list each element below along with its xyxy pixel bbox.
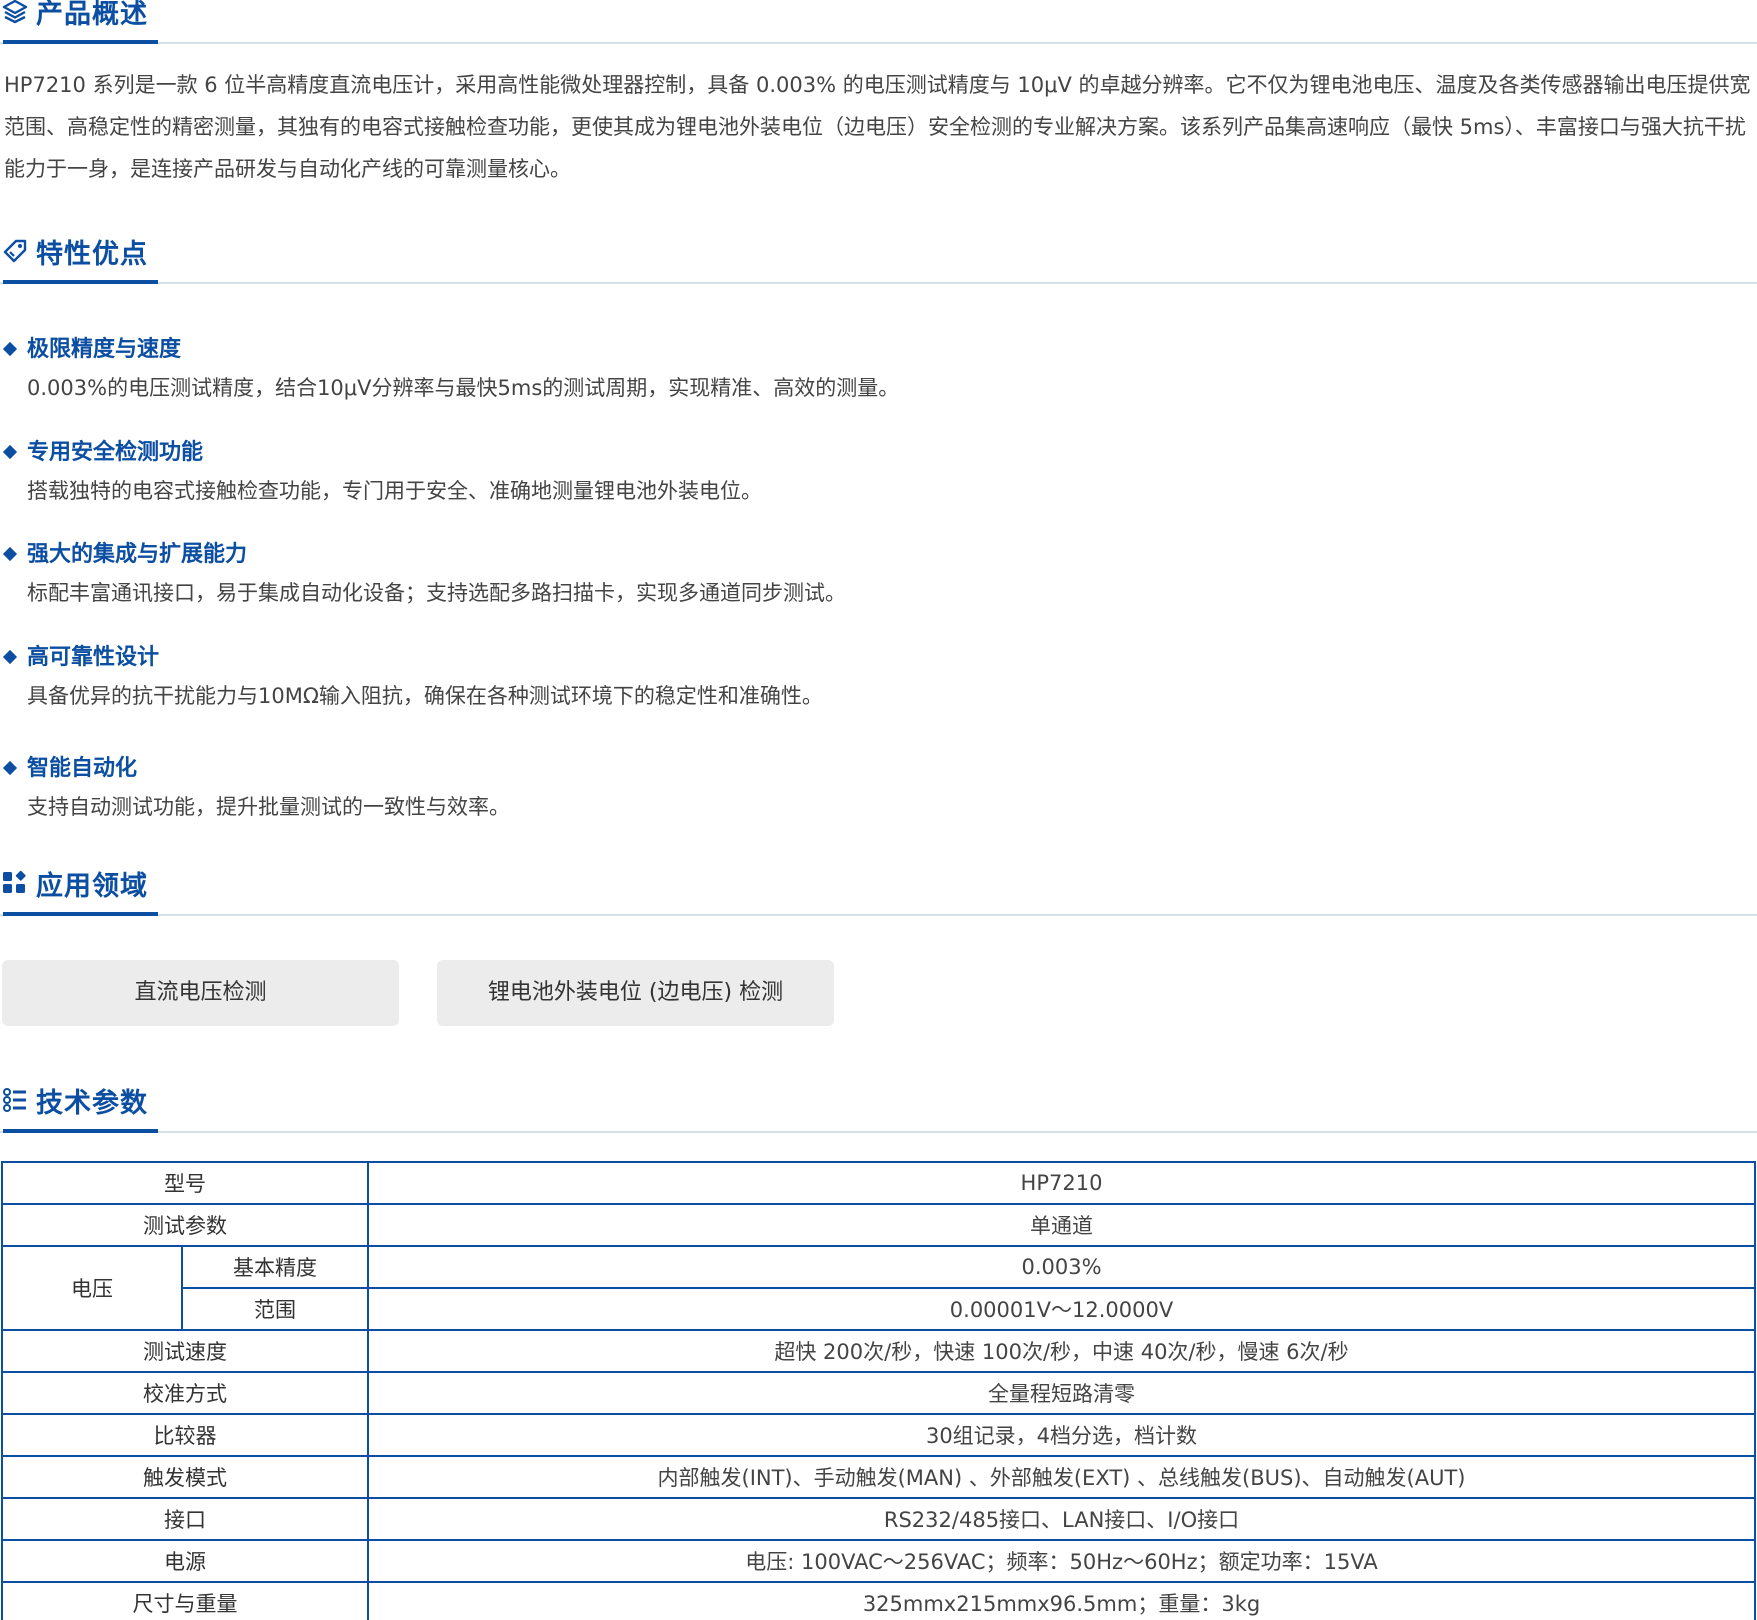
title-underline — [3, 40, 158, 44]
table-row: 电压 基本精度 0.003% — [1, 1245, 1756, 1331]
feature-title: 高可靠性设计 — [0, 642, 159, 674]
table-row: 电源 电压: 100VAC～256VAC；频率：50Hz～60Hz；额定功率：1… — [1, 1539, 1756, 1583]
spec-value: RS232/485接口、LAN接口、I/O接口 — [367, 1497, 1756, 1541]
table-row: 尺寸与重量 325mmx215mmx96.5mm；重量：3kg — [1, 1581, 1756, 1620]
feature-title: 极限精度与速度 — [0, 334, 181, 366]
feature-desc: 标配丰富通讯接口，易于集成自动化设备；支持选配多路扫描卡，实现多通道同步测试。 — [27, 581, 846, 605]
spec-label: 尺寸与重量 — [1, 1581, 369, 1620]
section-header-features: 特性优点 — [0, 230, 1757, 284]
application-tag: 直流电压检测 — [2, 960, 399, 1026]
spec-value: 0.00001V～12.0000V — [367, 1287, 1756, 1331]
section-title: 产品概述 — [36, 0, 148, 30]
diamond-bullet-icon — [2, 546, 18, 562]
spec-sublabel: 基本精度 — [181, 1245, 369, 1289]
feature-desc: 支持自动测试功能，提升批量测试的一致性与效率。 — [27, 795, 510, 819]
table-row: 范围 0.00001V～12.0000V — [2, 1287, 1756, 1331]
feature-title: 强大的集成与扩展能力 — [0, 539, 247, 571]
spec-value: HP7210 — [367, 1161, 1756, 1205]
spec-label: 型号 — [1, 1161, 369, 1205]
divider — [0, 42, 1757, 44]
spec-sublabel: 范围 — [181, 1287, 369, 1331]
table-row: 校准方式 全量程短路清零 — [1, 1371, 1756, 1415]
spec-value: 超快 200次/秒，快速 100次/秒，中速 40次/秒，慢速 6次/秒 — [367, 1329, 1756, 1373]
feature-title: 专用安全检测功能 — [0, 437, 203, 469]
title-underline — [3, 280, 158, 284]
spec-table: 型号 HP7210 测试参数 单通道 电压 基本精度 0.003% 范围 0.0… — [1, 1161, 1756, 1620]
overview-text: HP7210 系列是一款 6 位半高精度直流电压计，采用高性能微处理器控制，具备… — [4, 73, 1751, 181]
spec-label: 触发模式 — [1, 1455, 369, 1499]
feature-desc: 0.003%的电压测试精度，结合10μV分辨率与最快5ms的测试周期，实现精准、… — [27, 376, 900, 400]
title-underline — [3, 1129, 158, 1133]
spec-label: 校准方式 — [1, 1371, 369, 1415]
spec-label: 电源 — [1, 1539, 369, 1583]
table-row: 接口 RS232/485接口、LAN接口、I/O接口 — [1, 1497, 1756, 1541]
spec-value: 全量程短路清零 — [367, 1371, 1756, 1415]
section-title: 应用领域 — [36, 871, 148, 902]
spec-value: 单通道 — [367, 1203, 1756, 1247]
divider — [0, 914, 1757, 916]
diamond-bullet-icon — [2, 649, 18, 665]
spec-label: 接口 — [1, 1497, 369, 1541]
spec-label: 电压 — [1, 1245, 183, 1331]
feature-desc: 具备优异的抗干扰能力与10MΩ输入阻抗，确保在各种测试环境下的稳定性和准确性。 — [27, 684, 823, 708]
feature-desc: 搭载独特的电容式接触检查功能，专门用于安全、准确地测量锂电池外装电位。 — [27, 479, 762, 503]
spec-label: 测试速度 — [1, 1329, 369, 1373]
tag-icon — [3, 239, 27, 263]
divider — [0, 1131, 1757, 1133]
spec-value: 0.003% — [367, 1245, 1756, 1289]
list-icon — [3, 1088, 26, 1112]
diamond-bullet-icon — [2, 444, 18, 460]
feature-title: 智能自动化 — [0, 753, 137, 785]
spec-value: 内部触发(INT)、手动触发(MAN) 、外部触发(EXT) 、总线触发(BUS… — [367, 1455, 1756, 1499]
table-row: 测试速度 超快 200次/秒，快速 100次/秒，中速 40次/秒，慢速 6次/… — [1, 1329, 1756, 1373]
spec-value: 30组记录，4档分选，档计数 — [367, 1413, 1756, 1457]
title-underline — [3, 912, 158, 916]
layers-icon — [2, 0, 28, 24]
section-header-overview: 产品概述 — [0, 0, 1757, 44]
section-header-applications: 应用领域 — [0, 862, 1757, 916]
spec-value: 325mmx215mmx96.5mm；重量：3kg — [367, 1581, 1756, 1620]
table-row: 比较器 30组记录，4档分选，档计数 — [1, 1413, 1756, 1457]
spec-label: 测试参数 — [1, 1203, 369, 1247]
grid-icon — [3, 870, 26, 893]
spec-label: 比较器 — [1, 1413, 369, 1457]
table-row: 测试参数 单通道 — [1, 1203, 1756, 1247]
section-header-specs: 技术参数 — [0, 1079, 1757, 1133]
spec-value: 电压: 100VAC～256VAC；频率：50Hz～60Hz；额定功率：15VA — [367, 1539, 1756, 1583]
diamond-bullet-icon — [2, 760, 18, 776]
diamond-bullet-icon — [2, 341, 18, 357]
table-row: 型号 HP7210 — [1, 1161, 1756, 1205]
divider — [0, 282, 1757, 284]
section-title: 特性优点 — [36, 239, 148, 270]
table-row: 触发模式 内部触发(INT)、手动触发(MAN) 、外部触发(EXT) 、总线触… — [1, 1455, 1756, 1499]
section-title: 技术参数 — [36, 1088, 148, 1119]
application-tag: 锂电池外装电位 (边电压) 检测 — [437, 960, 834, 1026]
